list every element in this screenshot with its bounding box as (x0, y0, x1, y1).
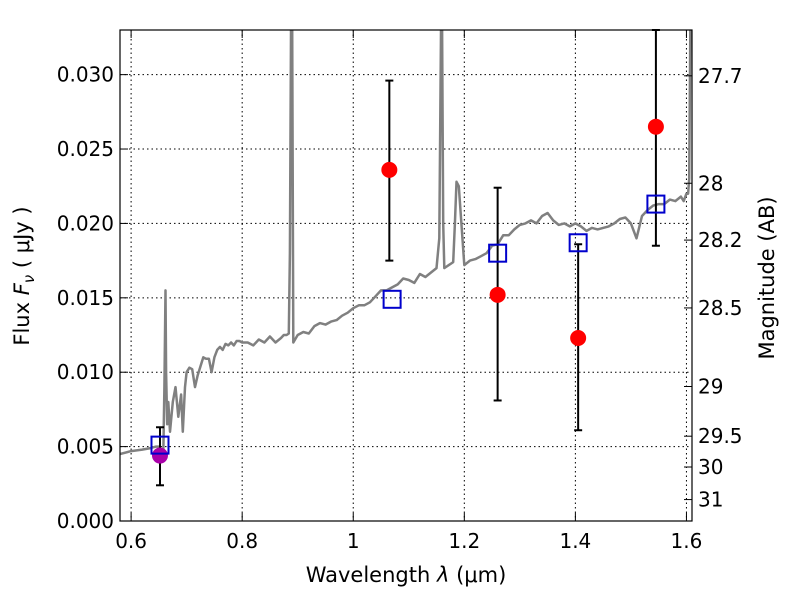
y-tick-label: 0.010 (57, 360, 114, 384)
model-square (646, 194, 666, 214)
marker-layer (150, 29, 666, 487)
data-point (570, 329, 587, 346)
x-axis-title-symbol: λ (436, 563, 449, 587)
right-tick-label: 28.5 (698, 296, 743, 320)
data-point (151, 447, 168, 464)
right-axis-title: Magnitude (AB) (755, 196, 779, 359)
y-axis-title: Flux Fν ( μJy ) (10, 206, 38, 345)
right-tick-label: 28.2 (698, 228, 743, 252)
y-axis-title-unit: ( μJy ) (10, 206, 34, 274)
x-tick-label: 1.6 (671, 529, 703, 553)
x-axis-title-prefix: Wavelength (306, 563, 437, 587)
x-tick-label: 0.6 (115, 529, 147, 553)
x-tick-label: 1.4 (559, 529, 591, 553)
y-tick-label: 0.030 (57, 63, 114, 87)
model-square (488, 243, 508, 263)
right-tick-label: 30 (698, 455, 723, 479)
y-tick-label: 0.000 (57, 509, 114, 533)
model-square (150, 435, 170, 455)
data-point (489, 286, 506, 303)
spectrum-line (120, 30, 692, 456)
y-axis-title-symbol: F (10, 282, 34, 295)
y-tick-label: 0.015 (57, 286, 114, 310)
x-axis-title-unit: (μm) (449, 563, 506, 587)
x-axis-title: Wavelength λ (μm) (306, 563, 507, 587)
y-tick-label: 0.005 (57, 435, 114, 459)
y-tick-label: 0.020 (57, 211, 114, 235)
x-tick-label: 1 (347, 529, 360, 553)
right-tick-label: 27.7 (698, 64, 743, 88)
x-tick-label: 1.2 (448, 529, 480, 553)
plot-frame (119, 29, 693, 522)
x-tick-label: 0.8 (226, 529, 258, 553)
model-square (568, 233, 588, 253)
right-tick-label: 28 (698, 171, 723, 195)
data-point (647, 118, 664, 135)
y-axis-title-subscript: ν (20, 275, 38, 283)
axis-layer: 0.6 0.8 1 1.2 1.4 1.6 0.000 0.005 0.010 0.015 0.02… (57, 30, 743, 553)
right-tick-label: 29 (698, 374, 723, 398)
right-tick-label: 29.5 (698, 424, 743, 448)
y-axis-title-prefix: Flux (10, 295, 34, 345)
data-point (381, 161, 398, 178)
right-tick-label: 31 (698, 488, 723, 512)
data-layer (120, 30, 692, 456)
model-square (382, 289, 402, 309)
y-tick-label: 0.025 (57, 137, 114, 161)
